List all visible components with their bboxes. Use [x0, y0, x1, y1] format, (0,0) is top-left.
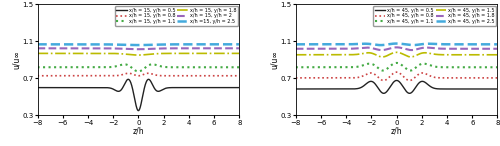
- Legend: x/h = 45, y/h = 0.5, x/h = 45, y/h = 0.8, x/h = 45, y/h = 1.1, x/h = 45, y/h = 1: x/h = 45, y/h = 0.5, x/h = 45, y/h = 0.8…: [373, 6, 496, 26]
- Y-axis label: u/u∞: u/u∞: [270, 51, 279, 69]
- Y-axis label: u/u∞: u/u∞: [12, 51, 20, 69]
- X-axis label: z/h: z/h: [391, 127, 402, 136]
- X-axis label: z/h: z/h: [132, 127, 144, 136]
- Legend: x/h = 15, y/h = 0.5, x/h = 15, y/h = 0.8, x/h = 15, y/h = 1.1, x/h = 15, y/h = 1: x/h = 15, y/h = 0.5, x/h = 15, y/h = 0.8…: [114, 6, 238, 26]
